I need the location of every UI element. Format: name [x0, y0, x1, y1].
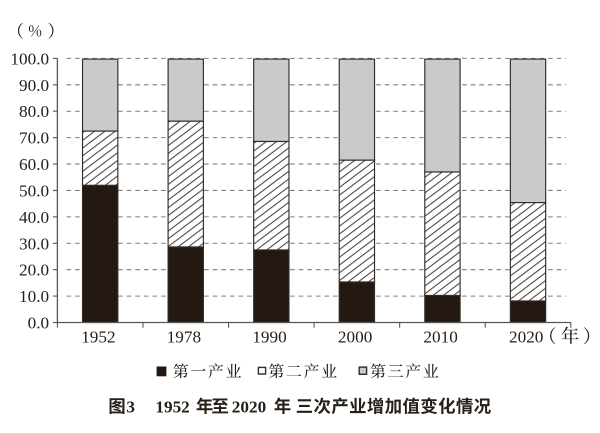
svg-text:90.0: 90.0 — [19, 76, 49, 95]
svg-text:1990: 1990 — [252, 328, 286, 347]
svg-text:80.0: 80.0 — [19, 102, 49, 121]
svg-text:1978: 1978 — [167, 328, 201, 347]
svg-text:70.0: 70.0 — [19, 129, 49, 148]
svg-text:2010: 2010 — [423, 328, 457, 347]
svg-text:3: 3 — [126, 397, 135, 416]
svg-text:1952: 1952 — [81, 328, 115, 347]
svg-text:2000: 2000 — [338, 328, 372, 347]
svg-text:1952: 1952 — [155, 397, 189, 416]
svg-text:30.0: 30.0 — [19, 234, 49, 253]
svg-text:20.0: 20.0 — [19, 261, 49, 280]
svg-text:50.0: 50.0 — [19, 181, 49, 200]
svg-text:2020: 2020 — [509, 328, 543, 347]
svg-text:100.0: 100.0 — [10, 49, 49, 68]
svg-text:40.0: 40.0 — [19, 208, 49, 227]
svg-text:60.0: 60.0 — [19, 155, 49, 174]
svg-text:2020: 2020 — [232, 397, 266, 416]
svg-text:10.0: 10.0 — [19, 287, 49, 306]
svg-text:0.0: 0.0 — [28, 314, 49, 333]
